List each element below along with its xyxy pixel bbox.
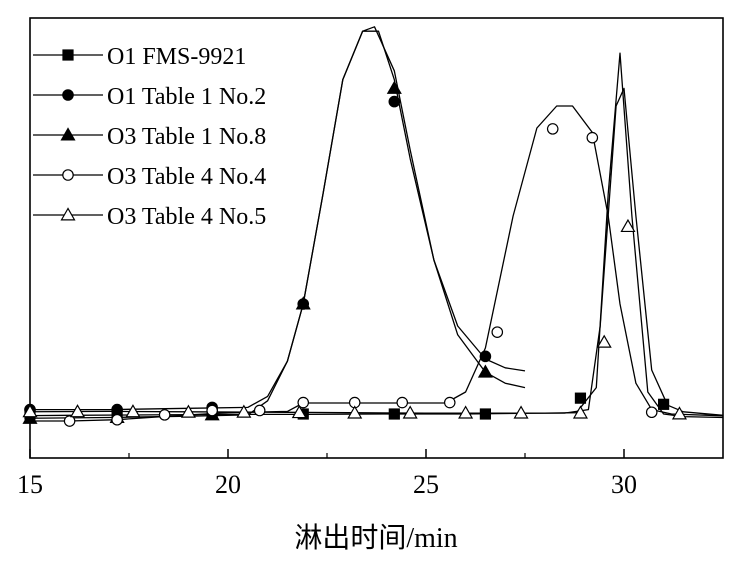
legend: O1 FMS-9921 O1 Table 1 No.2 O3 Table 1 No.… bbox=[33, 44, 266, 230]
data-point bbox=[111, 413, 123, 426]
data-point bbox=[479, 408, 491, 420]
data-point bbox=[22, 410, 38, 424]
data-point bbox=[479, 350, 492, 363]
legend-marker bbox=[60, 127, 76, 141]
data-point bbox=[572, 405, 588, 419]
legend-item: O1 Table 1 No.2 bbox=[33, 84, 266, 110]
data-point bbox=[388, 95, 401, 108]
data-point bbox=[63, 415, 76, 427]
series-line-4 bbox=[30, 105, 723, 422]
x-axis-ticks: 15 20 25 30 bbox=[17, 449, 637, 499]
series-line-3 bbox=[30, 26, 526, 419]
data-point bbox=[206, 404, 218, 417]
data-point bbox=[69, 404, 86, 418]
data-point bbox=[491, 326, 504, 338]
data-point bbox=[657, 398, 670, 410]
x-tick-label: 20 bbox=[215, 470, 241, 499]
data-point bbox=[386, 80, 402, 94]
data-point bbox=[620, 218, 636, 233]
data-point bbox=[402, 405, 418, 419]
data-point bbox=[22, 404, 38, 418]
x-tick-label: 15 bbox=[17, 470, 43, 499]
legend-item: O1 FMS-9921 bbox=[33, 44, 246, 70]
legend-label: O1 FMS-9921 bbox=[107, 44, 246, 70]
data-point bbox=[158, 409, 171, 421]
data-point bbox=[125, 404, 141, 418]
series-line-2 bbox=[30, 30, 526, 411]
legend-marker bbox=[62, 169, 74, 181]
data-point bbox=[645, 406, 658, 419]
data-point bbox=[388, 408, 400, 420]
data-point bbox=[347, 405, 363, 419]
data-point bbox=[596, 334, 612, 348]
data-point bbox=[513, 405, 529, 419]
legend-item: O3 Table 4 No.5 bbox=[33, 204, 266, 230]
legend-marker bbox=[60, 207, 76, 221]
data-point bbox=[458, 405, 474, 419]
data-point bbox=[443, 396, 456, 409]
x-axis-label: 淋出时间/min bbox=[294, 522, 457, 554]
data-point bbox=[546, 123, 559, 135]
legend-label: O3 Table 1 No.8 bbox=[107, 124, 266, 150]
data-point bbox=[477, 364, 493, 378]
data-point bbox=[396, 396, 409, 409]
legend-label: O3 Table 4 No.5 bbox=[107, 204, 266, 230]
legend-label: O1 Table 1 No.2 bbox=[107, 84, 266, 110]
series-markers bbox=[22, 80, 687, 427]
x-tick-label: 25 bbox=[413, 470, 439, 499]
x-tick-label: 30 bbox=[611, 470, 637, 499]
data-point bbox=[574, 392, 587, 404]
data-point bbox=[291, 404, 307, 419]
data-point bbox=[671, 406, 687, 420]
data-point bbox=[297, 396, 310, 409]
data-point bbox=[180, 404, 196, 418]
legend-marker bbox=[62, 89, 74, 101]
data-point bbox=[236, 404, 252, 418]
legend-label: O3 Table 4 No.4 bbox=[107, 164, 266, 190]
data-point bbox=[253, 404, 266, 417]
plot-frame bbox=[29, 17, 724, 459]
data-point bbox=[295, 296, 311, 310]
legend-item: O3 Table 1 No.8 bbox=[33, 124, 266, 150]
legend-item: O3 Table 4 No.4 bbox=[33, 164, 266, 190]
legend-marker bbox=[62, 49, 74, 61]
data-point bbox=[586, 131, 599, 144]
